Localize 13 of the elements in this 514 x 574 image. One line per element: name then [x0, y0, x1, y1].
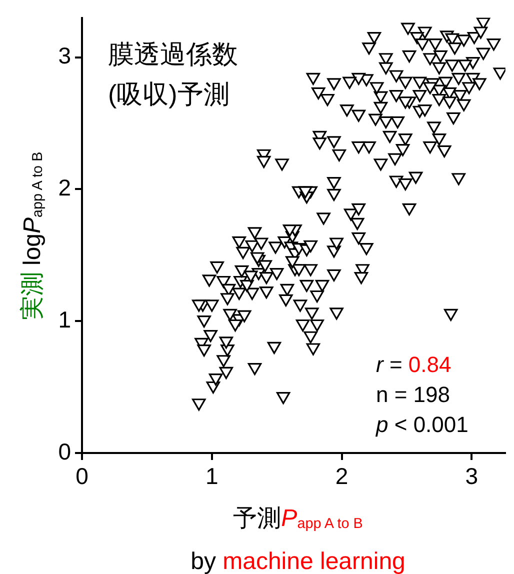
x-tick-label: 1: [205, 463, 218, 490]
annotation: n = 198: [376, 381, 452, 409]
y-tick-label: 3: [58, 42, 71, 69]
x-tick-label: 0: [76, 463, 88, 490]
y-tick-label: 1: [58, 306, 71, 332]
y-tick-label: 2: [58, 174, 71, 201]
text: 予測P$_{app A to B}$ by machine learning: [190, 505, 406, 574]
x-tick-label: 2: [335, 463, 348, 490]
y-tick-label: 0: [58, 438, 71, 464]
text: 膜透過係数(吸収)予測: [108, 38, 239, 111]
annotation: r = 0.84: [376, 351, 452, 379]
annotation: p < 0.001: [376, 411, 468, 439]
x-tick-label: 3: [465, 463, 478, 490]
